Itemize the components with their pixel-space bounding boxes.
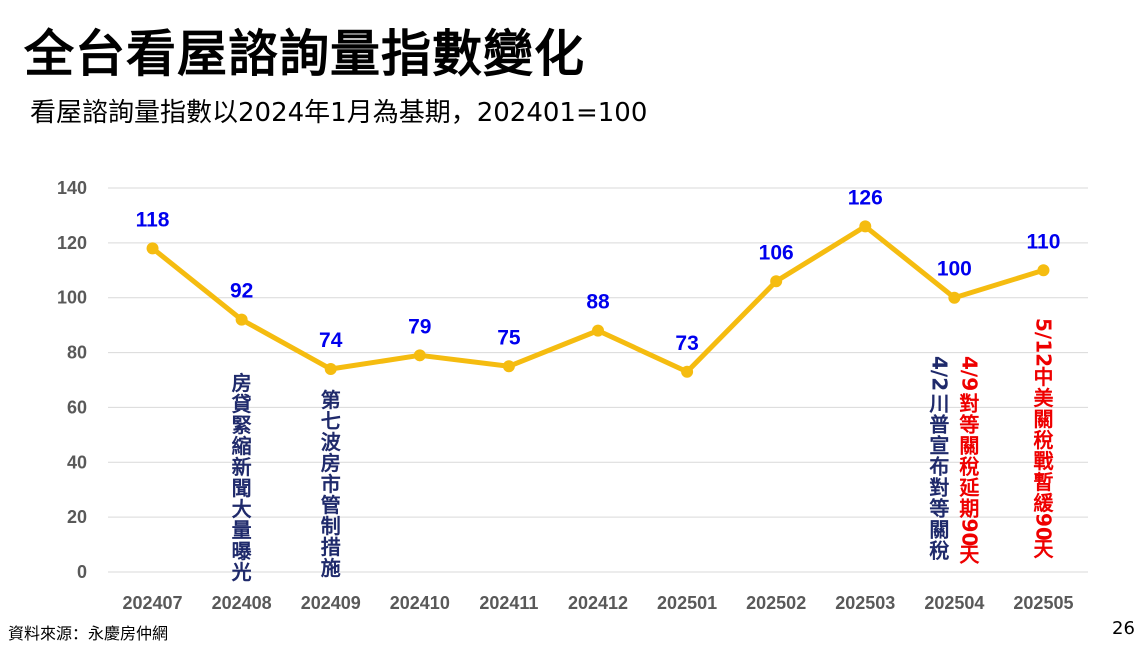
annotation-glyph: 4/9 [957, 356, 981, 391]
y-tick-label: 20 [67, 507, 87, 527]
data-source: 資料來源：永慶房仲網 [8, 624, 169, 643]
annotation-glyph: 暫 [1033, 470, 1053, 494]
data-label: 106 [759, 241, 794, 264]
page-subtitle: 看屋諮詢量指數以2024年1月為基期，202401=100 [30, 98, 648, 128]
annotation-glyph: 貸 [231, 392, 252, 416]
data-point [859, 220, 872, 233]
data-point [681, 365, 694, 378]
data-point [1037, 264, 1050, 277]
annotation-glyph: 川 [928, 392, 949, 416]
y-tick-label: 140 [57, 178, 87, 198]
annotation-glyph: 七 [321, 409, 341, 433]
annotation-glyph: 市 [321, 472, 341, 496]
x-tick-label: 202505 [1013, 593, 1073, 613]
x-tick-label: 202504 [924, 593, 984, 613]
x-tick-label: 202408 [212, 593, 272, 613]
x-tick-label: 202409 [301, 593, 361, 613]
y-tick-label: 100 [57, 288, 87, 308]
data-label: 110 [1027, 230, 1061, 253]
annotation-glyph: 關 [929, 518, 949, 542]
annotation-glyph: 美 [1033, 386, 1054, 410]
data-point [592, 324, 604, 337]
data-label: 88 [586, 291, 610, 314]
annotation-glyph: 第 [321, 388, 341, 412]
annotation-glyph: 稅 [1033, 428, 1053, 452]
data-point [146, 242, 159, 255]
annotation-glyph: 5/12 [1031, 318, 1055, 367]
annotation-glyph: 施 [321, 556, 341, 580]
annotation-glyph: 期 [959, 497, 979, 521]
data-label: 92 [230, 280, 253, 303]
y-tick-label: 80 [67, 343, 87, 363]
y-tick-label: 0 [77, 562, 87, 582]
data-point [502, 360, 515, 373]
data-label: 100 [937, 258, 972, 281]
annotation-glyph: 對 [929, 476, 949, 500]
data-label: 118 [136, 208, 170, 231]
annotation-glyph: 天 [1033, 537, 1054, 561]
annotation-glyph: 布 [929, 455, 949, 479]
annotation-glyph: 房 [232, 371, 252, 395]
annotation-glyph: 大 [232, 497, 252, 521]
annotation-glyph: 4/2 [927, 356, 951, 391]
annotation-glyph: 措 [321, 535, 341, 559]
annotation-glyph: 等 [929, 497, 949, 521]
y-tick-label: 120 [57, 233, 87, 253]
y-tick-label: 40 [67, 452, 87, 472]
annotation-glyph: 90 [957, 519, 981, 547]
data-label: 79 [408, 315, 431, 338]
data-point [770, 275, 783, 288]
annotation-glyph: 天 [959, 543, 980, 567]
data-label: 126 [848, 186, 883, 209]
annotation-glyph: 普 [929, 413, 949, 437]
annotation-glyph: 稅 [959, 455, 979, 479]
annotation-glyph: 縮 [232, 434, 252, 458]
annotation-glyph: 緊 [232, 413, 252, 437]
data-point [413, 349, 426, 362]
annotation-glyph: 聞 [232, 476, 252, 500]
annotation-glyph: 宣 [929, 434, 949, 458]
data-label: 75 [497, 326, 521, 349]
x-tick-label: 202407 [123, 593, 183, 613]
x-tick-label: 202411 [479, 593, 538, 613]
annotation-glyph: 波 [321, 430, 342, 454]
annotation-glyph: 對 [959, 392, 979, 416]
annotation-glyph: 等 [959, 413, 979, 437]
data-point [324, 363, 337, 376]
annotation-glyph: 制 [321, 514, 341, 538]
x-tick-label: 202410 [390, 593, 450, 613]
annotation-glyph: 緩 [1033, 491, 1054, 515]
page-title: 全台看屋諮詢量指數變化 [24, 25, 585, 83]
annotation-glyph: 曝 [232, 539, 252, 563]
annotation-glyph: 稅 [929, 539, 949, 563]
annotation-glyph: 中 [1033, 365, 1053, 389]
annotation-glyph: 戰 [1033, 449, 1053, 473]
data-point [235, 313, 248, 326]
annotation-glyph: 新 [232, 455, 252, 479]
y-tick-label: 60 [67, 397, 87, 417]
annotation-glyph: 光 [231, 560, 252, 584]
annotation-glyph: 延 [958, 476, 980, 500]
x-tick-label: 202503 [835, 593, 895, 613]
annotation-glyph: 量 [232, 518, 252, 542]
data-label: 73 [675, 332, 698, 355]
annotation-glyph: 關 [1033, 407, 1053, 431]
annotation-glyph: 房 [321, 451, 341, 475]
data-label: 74 [319, 329, 343, 352]
data-point [948, 291, 961, 304]
annotation-glyph: 關 [959, 434, 979, 458]
annotation-glyph: 90 [1031, 513, 1055, 541]
x-tick-label: 202501 [657, 593, 717, 613]
x-tick-label: 202502 [746, 593, 806, 613]
page-number: 26 [1112, 618, 1135, 639]
x-tick-label: 202412 [568, 593, 628, 613]
annotation-glyph: 管 [321, 493, 341, 517]
